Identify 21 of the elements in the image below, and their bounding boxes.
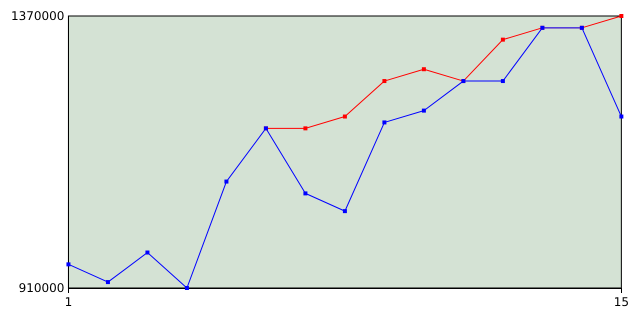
point (500, 38, 505, 42)
point (500, 79, 505, 84)
point (422, 108, 426, 113)
point (66, 262, 70, 266)
point (342, 114, 347, 119)
point (619, 14, 624, 18)
point (382, 120, 386, 124)
point (224, 180, 228, 184)
x-tick-label: 1 (64, 295, 72, 309)
point (184, 286, 189, 290)
y-tick-label: 1370000 (10, 9, 64, 23)
y-tick-label: 910000 (18, 281, 64, 295)
point (303, 191, 308, 196)
point (422, 67, 426, 72)
point (303, 126, 308, 130)
x-tick-label: 15 (614, 295, 630, 309)
point (619, 114, 624, 119)
point (145, 250, 150, 255)
point (382, 79, 386, 84)
point (342, 209, 347, 214)
point (106, 280, 110, 284)
